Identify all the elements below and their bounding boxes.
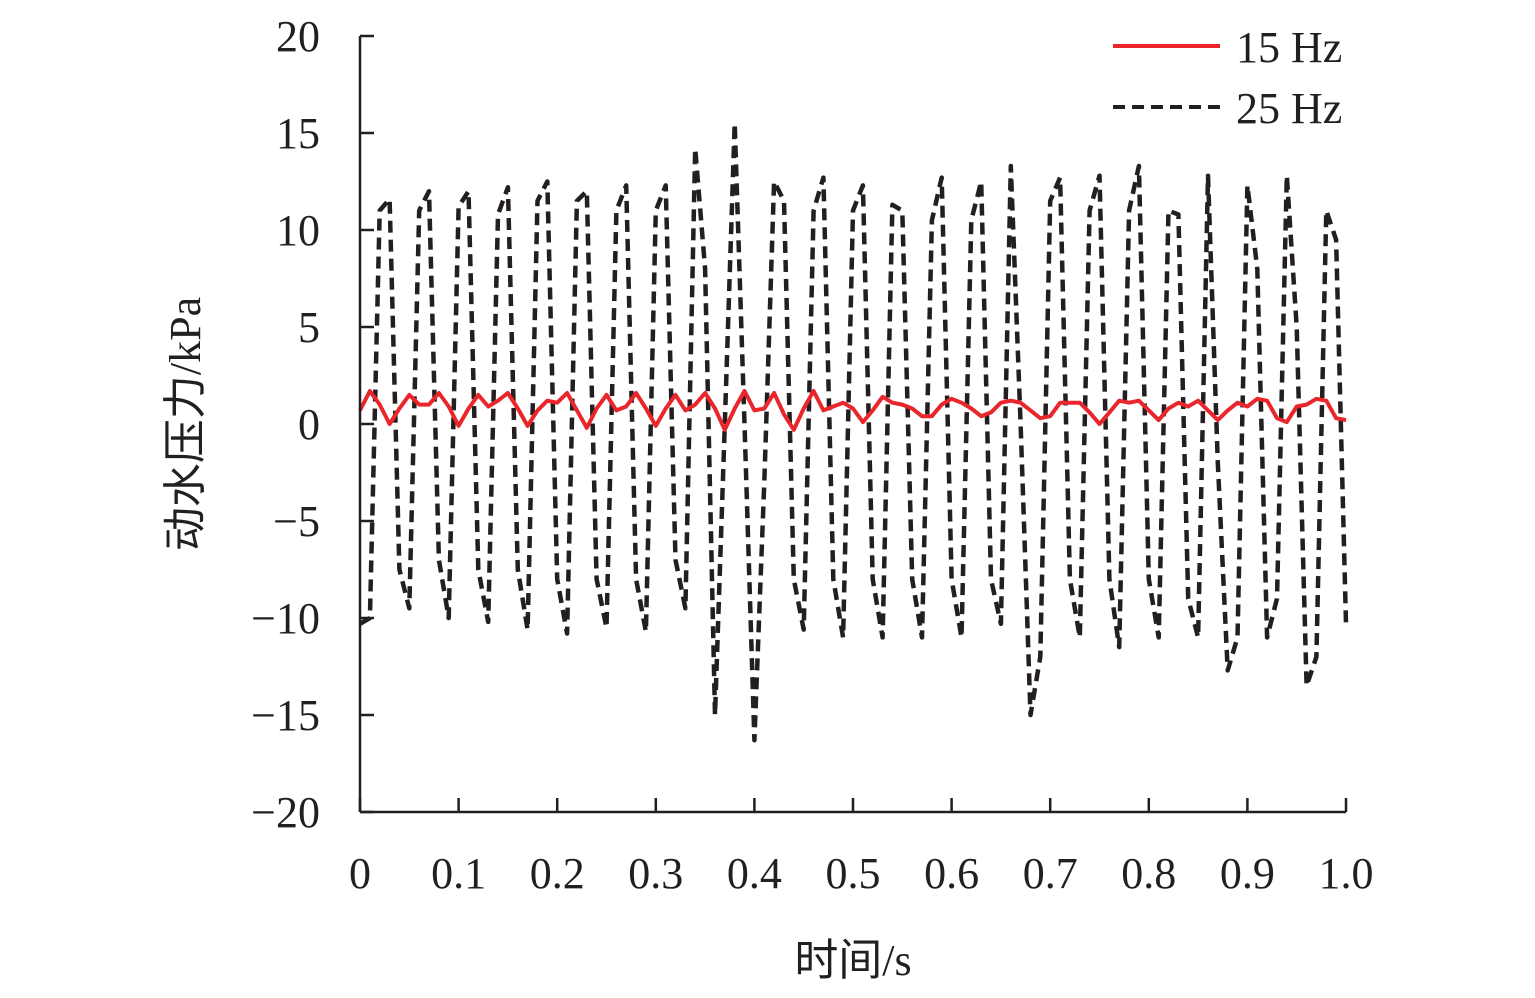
x-tick-label: 0.2 — [530, 849, 585, 898]
y-tick-label: 20 — [276, 12, 320, 61]
y-tick-label: −10 — [251, 594, 320, 643]
legend-label-15hz: 15 Hz — [1236, 23, 1342, 72]
y-tick-label: −15 — [251, 691, 320, 740]
legend: 15 Hz 25 Hz — [1113, 23, 1342, 133]
y-tick-label: 15 — [276, 109, 320, 158]
x-tick-label: 0.5 — [826, 849, 881, 898]
series-line-25hz — [358, 121, 1349, 743]
x-tick-label: 0.6 — [924, 849, 979, 898]
x-tick-label: 0.3 — [628, 849, 683, 898]
y-tick-label: −20 — [251, 788, 320, 837]
series-line-15hz — [358, 389, 1347, 432]
y-tick-label: 0 — [298, 400, 320, 449]
axes — [358, 36, 1346, 814]
ticks: 0 0.1 0.2 0.3 0.4 0.5 0.6 0.7 0.8 0.9 1.020151050−… — [251, 12, 1373, 898]
plot-area — [358, 121, 1349, 743]
y-tick-label: −5 — [273, 497, 320, 546]
x-tick-label: 0.7 — [1023, 849, 1078, 898]
x-tick-label: 0.4 — [727, 849, 782, 898]
x-tick-label: 1.0 — [1319, 849, 1374, 898]
x-tick-label: 0 — [349, 849, 371, 898]
y-tick-label: 5 — [298, 303, 320, 352]
x-axis-label: 时间/s — [794, 936, 911, 985]
y-axis-label: 动水压力/kPa — [161, 297, 210, 551]
y-tick-label: 10 — [276, 206, 320, 255]
legend-label-25hz: 25 Hz — [1236, 84, 1342, 133]
x-tick-label: 0.1 — [431, 849, 486, 898]
x-tick-label: 0.8 — [1121, 849, 1176, 898]
x-tick-label: 0.9 — [1220, 849, 1275, 898]
